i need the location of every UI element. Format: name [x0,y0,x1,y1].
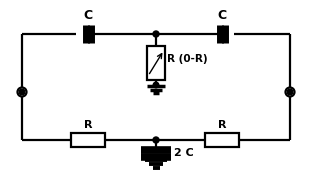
Bar [71,133,105,147]
Bar [205,133,239,147]
Circle shape [153,31,159,37]
Text: C: C [217,9,227,22]
Text: 2 C: 2 C [174,148,194,159]
Bar [147,46,165,80]
Circle shape [153,137,159,143]
Circle shape [17,88,27,97]
Text: R: R [84,120,92,130]
Circle shape [153,82,159,88]
Text: R (0-R): R (0-R) [167,54,207,64]
Circle shape [287,89,293,95]
Text: C: C [83,9,93,22]
Circle shape [19,89,25,95]
Circle shape [285,88,295,97]
Text: R: R [218,120,226,130]
